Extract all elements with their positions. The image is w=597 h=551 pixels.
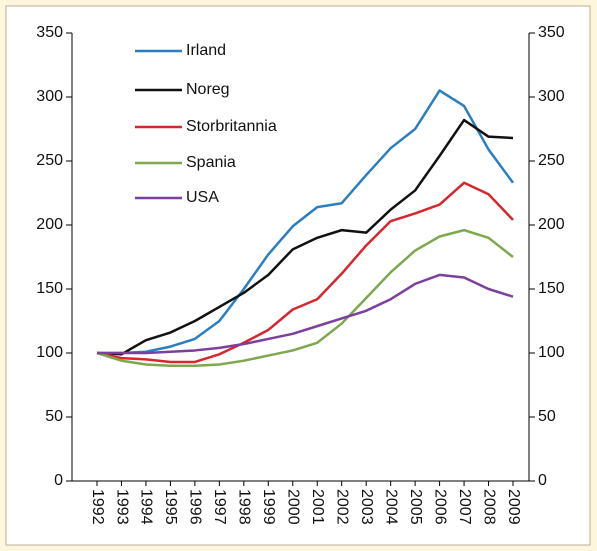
y2-tick-label: 0 (538, 472, 547, 489)
x-tick-label: 1999 (260, 489, 277, 525)
x-tick-label: 1996 (187, 489, 204, 525)
y-tick-label: 300 (36, 88, 63, 105)
legend-label: USA (186, 189, 219, 206)
y-tick-label: 0 (54, 472, 63, 489)
x-tick-label: 2003 (358, 489, 375, 525)
x-tick-label: 2001 (309, 489, 326, 525)
x-tick-label: 1994 (138, 489, 155, 525)
y2-tick-label: 150 (538, 280, 565, 297)
x-tick-label: 2009 (505, 489, 522, 525)
series-line (96, 181, 514, 364)
y2-tick-label: 250 (538, 152, 565, 169)
y-tick-label: 350 (36, 24, 63, 41)
y2-tick-label: 350 (538, 24, 565, 41)
series-line (97, 89, 515, 355)
series-line (97, 273, 514, 355)
x-tick-label: 2007 (456, 489, 473, 525)
y-tick-label: 100 (36, 344, 63, 361)
y2-tick-label: 50 (538, 408, 556, 425)
series-line (96, 228, 514, 368)
y-tick-label: 150 (36, 280, 63, 297)
x-tick-label: 2008 (480, 489, 497, 525)
legend-label: Noreg (186, 81, 230, 98)
x-tick-label: 2004 (382, 489, 399, 525)
x-tick-label: 1993 (113, 489, 130, 525)
chart-panel (5, 5, 591, 546)
series-line (96, 118, 514, 356)
y2-tick-label: 300 (538, 88, 565, 105)
legend-label: Spania (186, 154, 236, 171)
x-tick-label: 1995 (162, 489, 179, 525)
x-tick-label: 2002 (333, 489, 350, 525)
y2-tick-label: 200 (538, 216, 565, 233)
x-tick-label: 2000 (285, 489, 302, 525)
y2-tick-label: 100 (538, 344, 565, 361)
legend-label: Irland (186, 42, 226, 59)
x-tick-label: 1992 (89, 489, 106, 525)
y-tick-label: 50 (45, 408, 63, 425)
x-tick-label: 1998 (236, 489, 253, 525)
y-tick-label: 250 (36, 152, 63, 169)
x-tick-label: 2005 (407, 489, 424, 525)
x-tick-label: 2006 (431, 489, 448, 525)
x-tick-label: 1997 (211, 489, 228, 525)
legend-label: Storbritannia (186, 118, 277, 135)
y-tick-label: 200 (36, 216, 63, 233)
